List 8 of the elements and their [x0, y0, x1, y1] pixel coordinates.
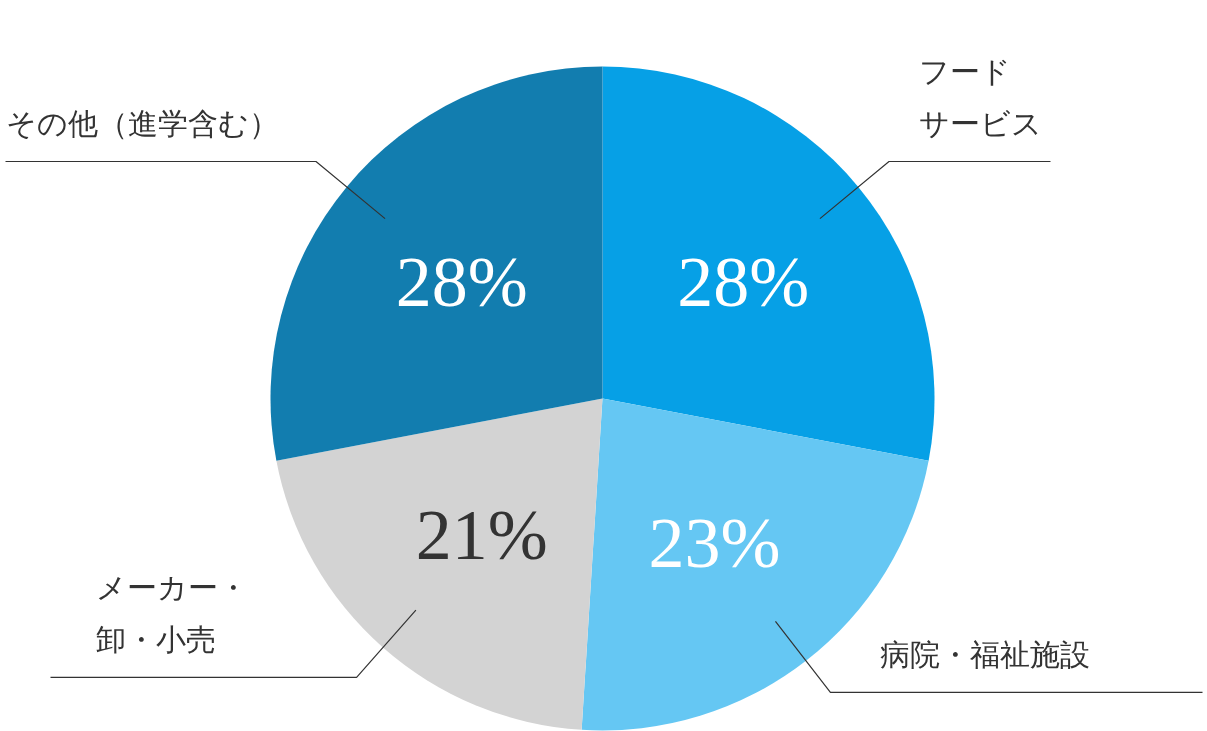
data-label: 23% — [648, 502, 781, 583]
data-label: 28% — [395, 242, 528, 323]
slice-label: メーカー・卸・小売 — [95, 569, 248, 658]
slice-label: その他（進学含む） — [5, 106, 279, 142]
slice-label: フードサービス — [919, 53, 1043, 142]
slice-label: 病院・福祉施設 — [880, 637, 1091, 673]
data-label: 21% — [415, 495, 548, 576]
data-label: 28% — [677, 242, 810, 323]
